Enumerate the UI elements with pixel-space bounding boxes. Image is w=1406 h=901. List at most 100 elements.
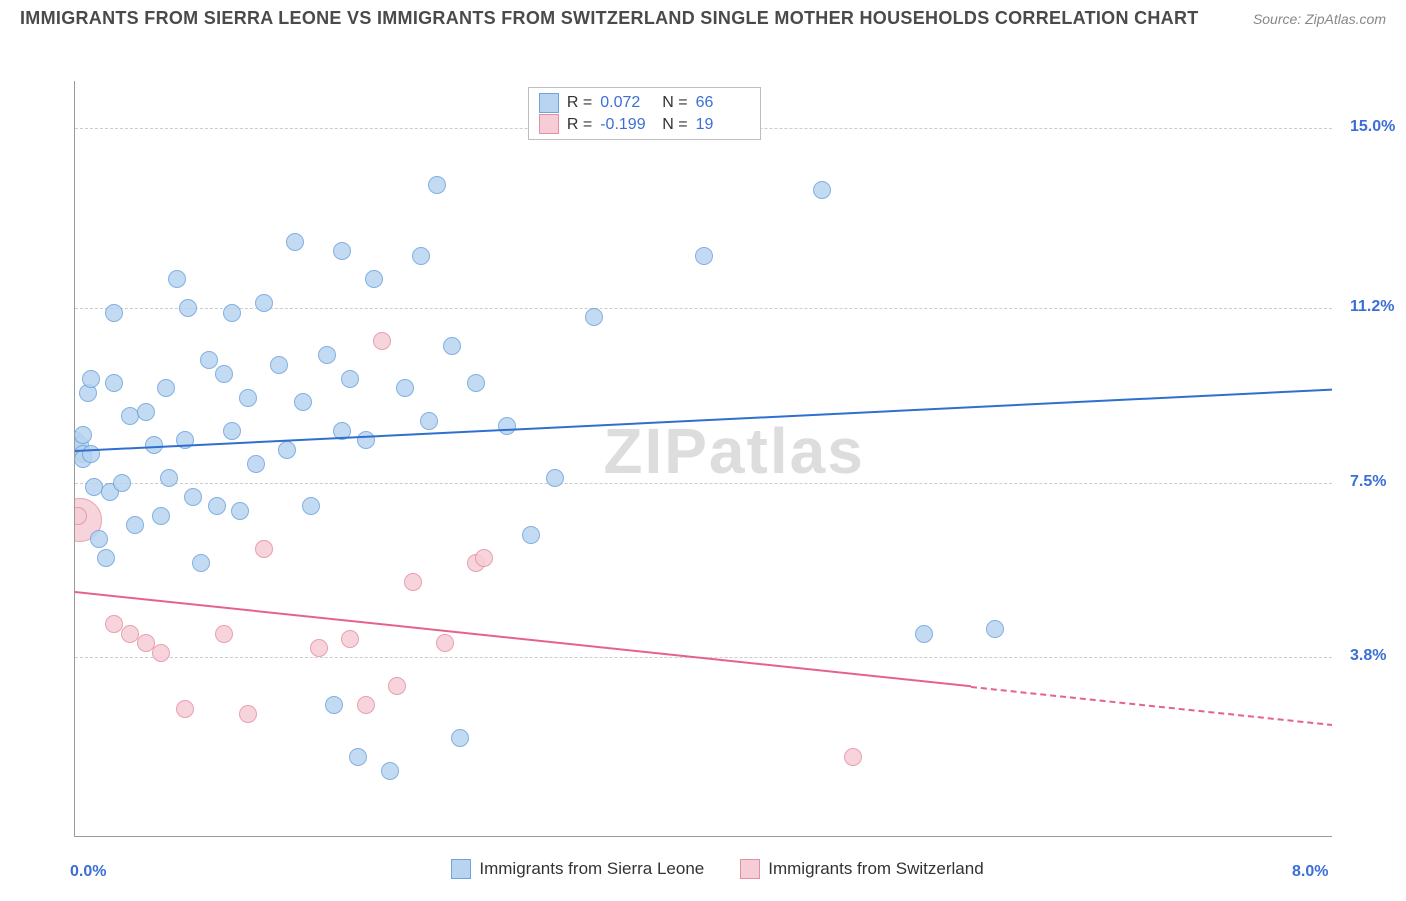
scatter-point [357,696,375,714]
trend-line [971,686,1332,726]
scatter-point [247,455,265,473]
legend-r-label: R = [567,114,592,136]
scatter-point [986,620,1004,638]
legend-swatch [451,859,471,879]
legend-swatch [539,93,559,113]
scatter-point [428,176,446,194]
x-tick [547,836,548,837]
scatter-point [365,270,383,288]
legend-series-item: Immigrants from Switzerland [740,859,983,879]
legend-series: Immigrants from Sierra Leone Immigrants f… [451,859,983,879]
scatter-point [349,748,367,766]
scatter-point [451,729,469,747]
scatter-point [420,412,438,430]
x-tick [704,836,705,837]
scatter-point [200,351,218,369]
legend-n-label: N = [662,92,687,114]
scatter-point [498,417,516,435]
scatter-point [184,488,202,506]
scatter-point [475,549,493,567]
scatter-point [192,554,210,572]
scatter-point [255,540,273,558]
legend-stats: R =0.072N =66R =-0.199N =19 [528,87,761,140]
scatter-point [160,469,178,487]
scatter-point [546,469,564,487]
x-tick [1019,836,1020,837]
scatter-point [373,332,391,350]
scatter-point [467,374,485,392]
source-label: Source: [1253,11,1301,27]
x-tick [861,836,862,837]
scatter-point [176,700,194,718]
legend-r-label: R = [567,92,592,114]
legend-stats-row: R =-0.199N =19 [539,114,750,136]
scatter-point [302,497,320,515]
scatter-point [396,379,414,397]
source-value: ZipAtlas.com [1305,11,1386,27]
scatter-point [126,516,144,534]
scatter-point [585,308,603,326]
trend-line [75,388,1332,451]
y-tick-label: 3.8% [1350,647,1386,665]
scatter-point [239,389,257,407]
scatter-point [113,474,131,492]
chart-title: IMMIGRANTS FROM SIERRA LEONE VS IMMIGRAN… [20,8,1199,29]
chart-header: IMMIGRANTS FROM SIERRA LEONE VS IMMIGRAN… [0,0,1406,33]
legend-stats-row: R =0.072N =66 [539,92,750,114]
legend-n-label: N = [662,114,687,136]
scatter-point [157,379,175,397]
scatter-point [388,677,406,695]
scatter-point [436,634,454,652]
scatter-point [915,625,933,643]
scatter-point [412,247,430,265]
x-axis-label-left: 0.0% [70,863,106,881]
legend-series-label: Immigrants from Sierra Leone [479,859,704,879]
scatter-point [90,530,108,548]
y-tick-label: 7.5% [1350,473,1386,491]
scatter-point [215,625,233,643]
scatter-point [168,270,186,288]
scatter-point [223,304,241,322]
chart-area: Single Mother Households ZIPatlas R =0.0… [20,33,1386,901]
legend-r-value: -0.199 [600,114,654,136]
scatter-point [278,441,296,459]
x-axis-label-right: 8.0% [1292,863,1328,881]
y-tick-label: 15.0% [1350,118,1395,136]
legend-series-item: Immigrants from Sierra Leone [451,859,704,879]
legend-swatch [539,114,559,134]
y-tick-label: 11.2% [1350,298,1394,316]
scatter-point [208,497,226,515]
scatter-point [310,639,328,657]
scatter-point [844,748,862,766]
scatter-point [223,422,241,440]
gridline-h [75,483,1332,484]
scatter-point [341,630,359,648]
trend-line [75,591,972,687]
scatter-point [215,365,233,383]
legend-r-value: 0.072 [600,92,654,114]
scatter-point [105,304,123,322]
scatter-point [97,549,115,567]
scatter-point [357,431,375,449]
legend-series-label: Immigrants from Switzerland [768,859,983,879]
scatter-point [179,299,197,317]
scatter-point [286,233,304,251]
scatter-point [381,762,399,780]
scatter-point [443,337,461,355]
scatter-point [152,644,170,662]
legend-swatch [740,859,760,879]
x-tick [390,836,391,837]
scatter-point [231,502,249,520]
x-tick [232,836,233,837]
scatter-point [325,696,343,714]
scatter-point [105,374,123,392]
scatter-point [318,346,336,364]
scatter-point [82,370,100,388]
scatter-point [333,242,351,260]
scatter-point [341,370,359,388]
scatter-point [152,507,170,525]
scatter-point [404,573,422,591]
scatter-point [270,356,288,374]
scatter-point [813,181,831,199]
x-tick [75,836,76,837]
